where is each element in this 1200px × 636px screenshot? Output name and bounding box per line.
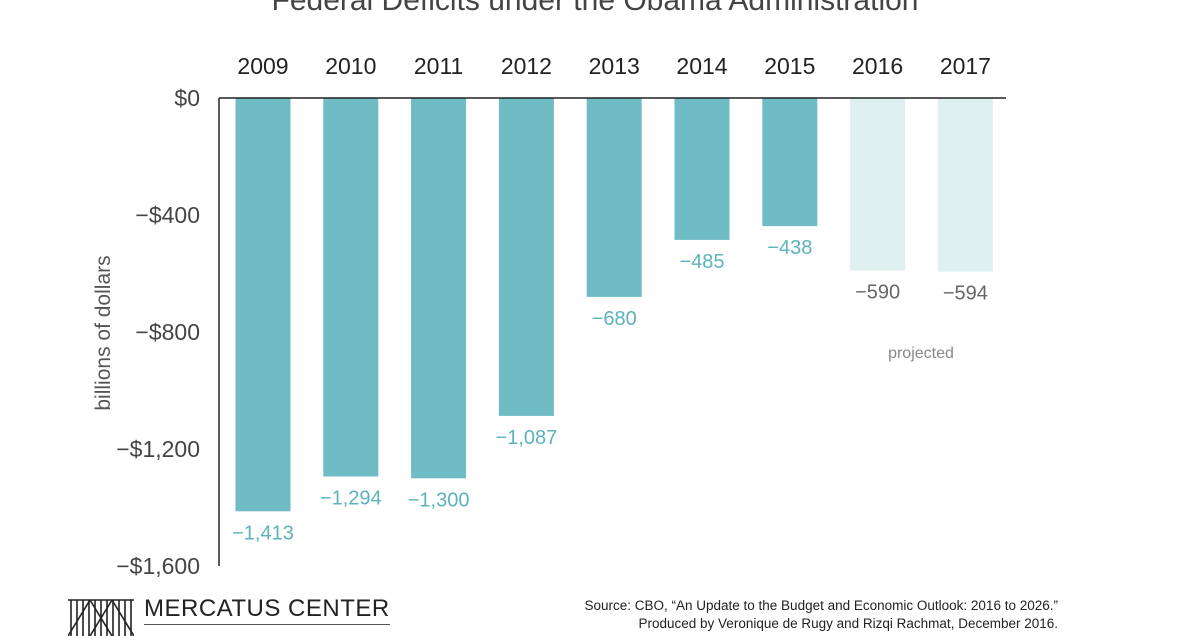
value-label-2009: −1,413: [232, 522, 294, 544]
year-label-2016: 2016: [852, 53, 903, 79]
year-label-2009: 2009: [237, 53, 288, 79]
y-tick-label: −$1,600: [116, 553, 200, 579]
y-tick-label: $0: [174, 85, 200, 111]
year-label-2014: 2014: [676, 53, 727, 79]
bar-2016: [850, 98, 906, 271]
projected-annotation: projected: [888, 345, 954, 362]
source-line-1: Source: CBO, “An Update to the Budget an…: [584, 598, 1058, 613]
year-label-2011: 2011: [414, 53, 463, 79]
bar-2011: [411, 98, 467, 479]
bar-2013: [586, 98, 642, 297]
value-label-2015: −438: [767, 237, 812, 259]
source-line-2: Produced by Veronique de Rugy and Rizqi …: [638, 616, 1059, 631]
source-note: Source: CBO, “An Update to the Budget an…: [584, 597, 1058, 633]
value-label-2010: −1,294: [320, 488, 382, 510]
bar-2014: [674, 98, 730, 240]
year-label-2010: 2010: [325, 53, 376, 79]
year-label-2017: 2017: [940, 53, 991, 79]
bar-2012: [498, 98, 554, 416]
y-tick-label: −$800: [135, 319, 200, 345]
value-label-2011: −1,300: [408, 489, 470, 511]
bar-2009: [235, 98, 291, 512]
bar-2017: [937, 98, 993, 272]
year-label-2012: 2012: [501, 53, 552, 79]
y-tick-label: −$400: [135, 202, 200, 228]
value-label-2017: −594: [943, 283, 988, 305]
value-label-2012: −1,087: [496, 427, 558, 449]
mercatus-logo-icon: [68, 598, 134, 636]
value-label-2014: −485: [679, 251, 724, 273]
value-label-2016: −590: [855, 282, 900, 304]
bar-2015: [762, 98, 818, 227]
mercatus-logo: MERCATUS CENTER: [68, 596, 390, 636]
value-label-2013: −680: [592, 308, 637, 330]
year-labels-group: 2009 2010 2011 2012 2013 2014 2015 2016 2017: [237, 53, 991, 79]
year-label-2015: 2015: [764, 53, 815, 79]
year-label-2013: 2013: [589, 53, 640, 79]
y-tick-label: −$1,200: [116, 436, 200, 462]
value-labels-group: −1,413 −1,294 −1,300 −1,087 −680 −485 −438 −590…: [232, 237, 988, 544]
bar-2010: [323, 98, 379, 477]
logo-text: MERCATUS CENTER: [144, 596, 390, 625]
y-axis: $0 −$400 −$800 −$1,200 −$1,600: [116, 85, 1006, 579]
bars-group: [235, 98, 993, 512]
y-axis-label: billions of dollars: [92, 255, 115, 410]
chart-title: Federal Deficits under the Obama Adminis…: [272, 0, 919, 17]
